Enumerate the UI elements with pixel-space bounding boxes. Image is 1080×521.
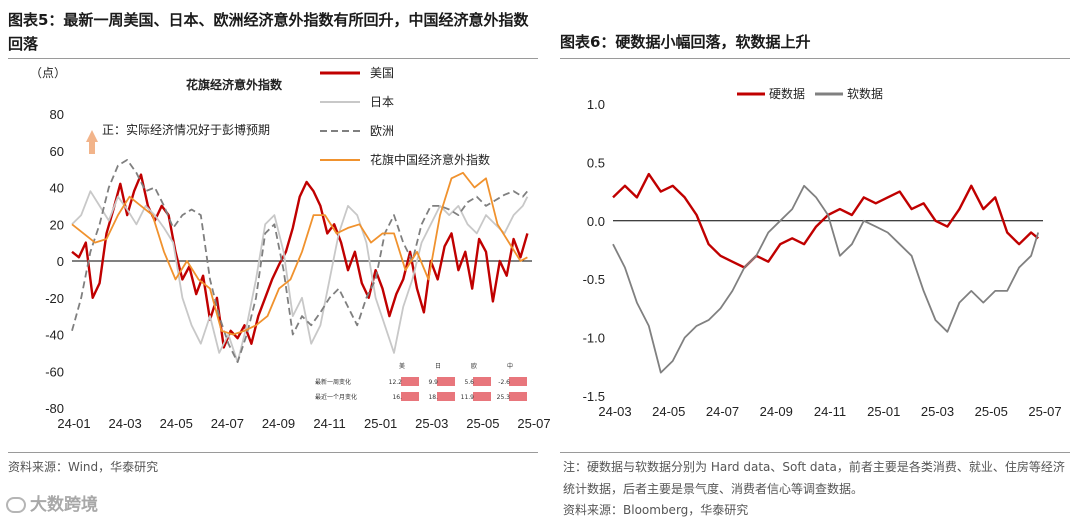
y-tick-label: 80	[50, 107, 64, 122]
table-cell-bar	[437, 377, 455, 386]
legend-label-0: 美国	[370, 66, 394, 80]
x-tick-label: 25-03	[415, 416, 448, 431]
table-cell-bar	[401, 377, 419, 386]
right-line-chart: 1.00.50.0-0.5-1.0-1.5 24-03 24-05 24-07 24-…	[583, 86, 1062, 419]
x-tick-label: 25-01	[867, 404, 900, 419]
x-tick-label: 24-11	[814, 404, 846, 419]
y-tick-label: 60	[50, 144, 64, 159]
series-line-2	[71, 159, 529, 364]
y-tick-label: 1.0	[587, 97, 605, 112]
x-tick-label: 24-09	[760, 404, 793, 419]
watermark-logo-icon	[6, 497, 26, 513]
y-unit-label: （点）	[30, 66, 66, 80]
left-title-rule	[8, 58, 538, 59]
right-title-rule	[560, 58, 1070, 59]
series-line-1	[612, 184, 1040, 374]
table-cell: 11.9	[461, 394, 475, 401]
x-tick-label: 25-03	[921, 404, 954, 419]
x-tick-label: 25-07	[1028, 404, 1061, 419]
x-tick-label: 25-05	[975, 404, 1008, 419]
right-source-note: 资料来源：Bloomberg，华泰研究	[563, 503, 749, 517]
annotation-arrow	[86, 130, 98, 154]
x-tick-label: 25-01	[364, 416, 397, 431]
table-cell: 16.	[392, 394, 402, 401]
left-chart-title: 图表5：最新一周美国、日本、欧洲经济意外指数有所回升，中国经济意外指数回落	[8, 11, 529, 53]
y-tick-label: -80	[45, 401, 64, 416]
x-tick-label: 24-05	[160, 416, 193, 431]
series-line-3	[71, 171, 528, 336]
x-tick-label: 24-03	[108, 416, 141, 431]
right-note: 注：硬数据与软数据分别为 Hard data、Soft data，前者主要是各类…	[563, 460, 1065, 496]
legend-label-0: 硬数据	[769, 86, 805, 101]
table-header: 欧	[471, 362, 477, 370]
y-tick-label: -20	[45, 291, 64, 306]
x-tick-label: 24-05	[652, 404, 685, 419]
y-tick-label: 0	[57, 254, 64, 269]
series-lines	[71, 159, 529, 364]
series-lines	[612, 172, 1040, 374]
table-cell-bar	[509, 377, 527, 386]
legend-label-2: 欧洲	[370, 124, 394, 138]
x-tick-label: 24-11	[313, 416, 345, 431]
legend-label-1: 软数据	[847, 86, 883, 101]
watermark: 大数跨境	[6, 490, 98, 515]
legend-label-3: 花旗中国经济意外指数	[370, 152, 490, 167]
table-cell-bar	[509, 392, 527, 401]
x-tick-label: 24-07	[211, 416, 244, 431]
x-tick-labels: 24-01 24-03 24-05 24-07 24-09 24-11 25-01 25-03…	[57, 416, 550, 431]
table-row-label: 最新一周变化	[315, 378, 351, 386]
table-cell-bar	[473, 392, 491, 401]
left-source-note: 资料来源：Wind，华泰研究	[8, 460, 159, 474]
table-cell: -2.6	[498, 379, 510, 386]
y-tick-label: 20	[50, 217, 64, 232]
y-tick-label: -1.0	[583, 331, 605, 346]
y-tick-label: -60	[45, 364, 64, 379]
table-header: 日	[435, 363, 441, 370]
x-tick-label: 24-07	[706, 404, 739, 419]
table-cell: 25.3	[497, 394, 511, 401]
watermark-text: 大数跨境	[30, 495, 98, 515]
y-tick-labels: 1.0 0.5 0.0 -0.5 -1.0 -1.5	[583, 97, 605, 404]
x-tick-label: 24-03	[598, 404, 631, 419]
left-source-rule	[8, 452, 538, 453]
inset-title: 花旗经济意外指数	[186, 77, 283, 92]
y-tick-label: -40	[45, 328, 64, 343]
x-tick-label: 24-01	[57, 416, 90, 431]
table-header: 美	[399, 362, 405, 370]
y-tick-label: 0.0	[587, 214, 605, 229]
x-tick-label: 25-05	[466, 416, 499, 431]
table-cell: 5.6	[464, 379, 474, 386]
x-tick-label: 25-07	[517, 416, 550, 431]
table-header: 中	[507, 362, 513, 370]
right-chart-title: 图表6：硬数据小幅回落，软数据上升	[560, 33, 811, 51]
y-tick-label: 0.5	[587, 155, 605, 170]
table-cell-bar	[437, 392, 455, 401]
y-tick-label: -1.5	[583, 389, 605, 404]
x-tick-labels: 24-03 24-05 24-07 24-09 24-11 25-01 25-03 25-05…	[598, 404, 1061, 419]
legend: 硬数据 软数据	[737, 86, 883, 101]
x-tick-label: 24-09	[262, 416, 295, 431]
y-tick-labels: -80 -60 -40 -20 0 20 40 60 80	[45, 107, 64, 416]
series-line-0	[71, 173, 529, 349]
y-tick-label: 40	[50, 181, 64, 196]
table-cell: 9.9	[428, 379, 438, 386]
right-source-rule	[560, 452, 1070, 453]
table-cell-bar	[473, 377, 491, 386]
legend-label-1: 日本	[370, 95, 394, 109]
y-tick-label: -0.5	[583, 272, 605, 287]
annotation-text: 正：实际经济情况好于彭博预期	[102, 122, 270, 137]
table-cell: 18.	[428, 394, 438, 401]
table-cell-bar	[401, 392, 419, 401]
table-cell: 12.2	[389, 379, 403, 386]
series-line-1	[71, 190, 529, 364]
table-row-label: 最近一个月变化	[315, 393, 357, 401]
